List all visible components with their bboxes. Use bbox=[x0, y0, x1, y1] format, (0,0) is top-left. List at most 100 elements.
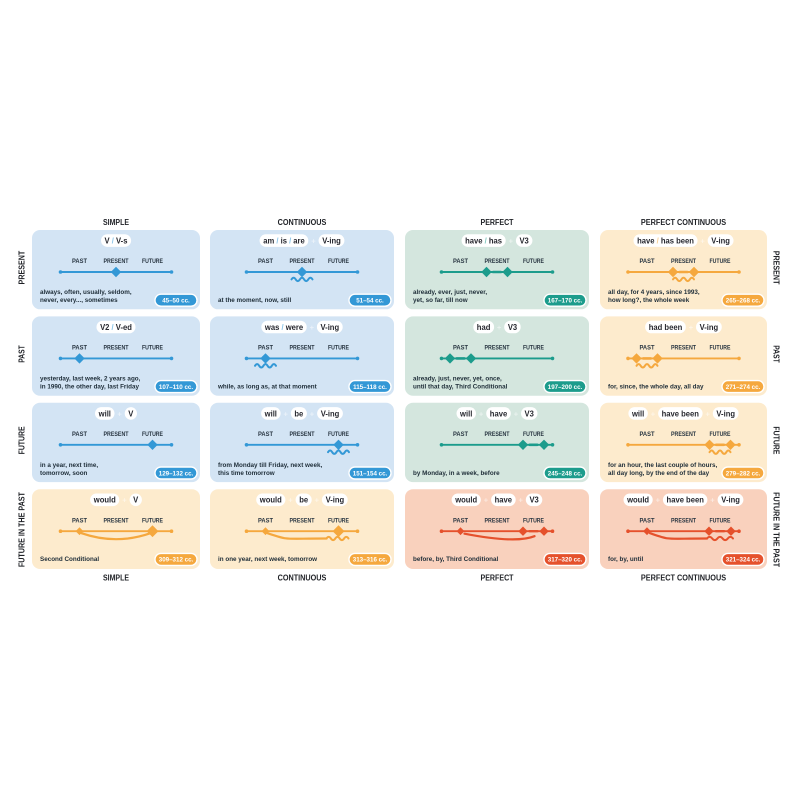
svg-text:115–118 cc.: 115–118 cc. bbox=[353, 384, 387, 391]
svg-text:Second Conditional: Second Conditional bbox=[40, 556, 99, 563]
svg-text:at the moment, now, still: at the moment, now, still bbox=[218, 297, 292, 304]
svg-text:PRESENT: PRESENT bbox=[485, 517, 510, 524]
svg-text:would: would bbox=[93, 496, 116, 505]
svg-text:V-ing: V-ing bbox=[321, 409, 340, 418]
svg-text:PRESENT: PRESENT bbox=[671, 345, 696, 352]
svg-text:will: will bbox=[264, 409, 277, 418]
svg-text:+: + bbox=[310, 409, 315, 418]
svg-text:PAST: PAST bbox=[453, 431, 468, 438]
svg-text:PRESENT: PRESENT bbox=[104, 345, 129, 352]
svg-text:V3: V3 bbox=[525, 409, 535, 418]
svg-text:279–282 cc.: 279–282 cc. bbox=[726, 470, 761, 477]
svg-text:FUTURE: FUTURE bbox=[710, 258, 732, 265]
svg-text:have been: have been bbox=[662, 409, 699, 418]
svg-text:had been: had been bbox=[649, 323, 683, 332]
svg-text:have: have bbox=[490, 409, 508, 418]
svg-text:PRESENT: PRESENT bbox=[485, 431, 510, 438]
svg-text:be: be bbox=[294, 409, 303, 418]
svg-text:FUTURE: FUTURE bbox=[523, 345, 545, 352]
svg-text:+: + bbox=[479, 409, 484, 418]
svg-text:PRESENT: PRESENT bbox=[290, 258, 315, 265]
svg-text:FUTURE: FUTURE bbox=[142, 258, 164, 265]
svg-text:+: + bbox=[656, 496, 661, 505]
svg-text:would: would bbox=[626, 496, 649, 505]
svg-text:SIMPLE: SIMPLE bbox=[103, 218, 130, 227]
svg-text:had: had bbox=[477, 323, 491, 332]
svg-text:+: + bbox=[700, 237, 705, 246]
svg-text:FUTURE IN THE PAST: FUTURE IN THE PAST bbox=[771, 492, 780, 567]
svg-text:309–312 cc.: 309–312 cc. bbox=[159, 557, 194, 564]
svg-text:FUTURE: FUTURE bbox=[328, 431, 350, 438]
svg-text:+: + bbox=[117, 409, 122, 418]
svg-text:313–316 cc.: 313–316 cc. bbox=[353, 557, 388, 564]
svg-text:FUTURE: FUTURE bbox=[523, 431, 545, 438]
svg-text:V3: V3 bbox=[529, 496, 539, 505]
svg-text:already, just, never, yet, onc: already, just, never, yet, once, bbox=[413, 375, 502, 382]
svg-text:+: + bbox=[497, 323, 502, 332]
svg-text:FUTURE: FUTURE bbox=[328, 345, 350, 352]
svg-text:+: + bbox=[311, 237, 316, 246]
svg-text:from Monday till Friday, next: from Monday till Friday, next week, bbox=[218, 462, 322, 469]
svg-text:FUTURE: FUTURE bbox=[142, 431, 164, 438]
svg-text:271–274 cc.: 271–274 cc. bbox=[726, 384, 761, 391]
svg-text:PAST: PAST bbox=[771, 345, 780, 363]
svg-text:PAST: PAST bbox=[258, 431, 273, 438]
svg-text:+: + bbox=[122, 496, 127, 505]
svg-text:PRESENT: PRESENT bbox=[290, 345, 315, 352]
svg-text:+: + bbox=[514, 409, 519, 418]
svg-text:+: + bbox=[706, 409, 711, 418]
svg-text:never, every..., sometimes: never, every..., sometimes bbox=[40, 297, 118, 304]
svg-text:PRESENT: PRESENT bbox=[671, 258, 696, 265]
svg-text:107–110 cc.: 107–110 cc. bbox=[159, 384, 193, 391]
svg-text:am / is / are: am / is / are bbox=[263, 237, 305, 246]
svg-text:FUTURE: FUTURE bbox=[710, 517, 732, 524]
svg-text:V-ing: V-ing bbox=[721, 496, 740, 505]
svg-text:+: + bbox=[651, 409, 656, 418]
svg-text:+: + bbox=[310, 323, 315, 332]
svg-text:tomorrow, soon: tomorrow, soon bbox=[40, 470, 88, 477]
svg-text:FUTURE: FUTURE bbox=[328, 517, 350, 524]
svg-text:+: + bbox=[315, 496, 320, 505]
svg-text:PAST: PAST bbox=[72, 345, 87, 352]
svg-text:have / has: have / has bbox=[465, 237, 502, 246]
svg-text:by Monday, in a week, before: by Monday, in a week, before bbox=[413, 470, 500, 477]
svg-text:PAST: PAST bbox=[640, 258, 655, 265]
svg-text:PAST: PAST bbox=[640, 431, 655, 438]
svg-text:PAST: PAST bbox=[72, 431, 87, 438]
svg-text:PAST: PAST bbox=[72, 517, 87, 524]
svg-text:PAST: PAST bbox=[258, 258, 273, 265]
svg-text:how long?, the whole week: how long?, the whole week bbox=[608, 297, 690, 304]
svg-text:PRESENT: PRESENT bbox=[104, 431, 129, 438]
svg-text:all day long, by the end of th: all day long, by the end of the day bbox=[608, 470, 710, 477]
svg-text:PRESENT: PRESENT bbox=[671, 517, 696, 524]
svg-text:PRESENT: PRESENT bbox=[771, 251, 780, 285]
svg-text:51–54 cc.: 51–54 cc. bbox=[356, 298, 384, 305]
svg-text:PAST: PAST bbox=[72, 258, 87, 265]
svg-text:CONTINUOUS: CONTINUOUS bbox=[278, 574, 327, 583]
svg-text:yesterday, last week, 2 years: yesterday, last week, 2 years ago, bbox=[40, 375, 141, 382]
svg-text:PRESENT: PRESENT bbox=[17, 251, 26, 285]
svg-text:+: + bbox=[689, 323, 694, 332]
svg-text:PERFECT CONTINUOUS: PERFECT CONTINUOUS bbox=[641, 574, 727, 583]
svg-text:for an hour, the last couple o: for an hour, the last couple of hours, bbox=[608, 462, 717, 469]
svg-text:245–248 cc.: 245–248 cc. bbox=[548, 470, 583, 477]
svg-text:151–154 cc.: 151–154 cc. bbox=[353, 470, 388, 477]
svg-text:FUTURE: FUTURE bbox=[771, 426, 780, 455]
svg-text:PAST: PAST bbox=[453, 517, 468, 524]
svg-text:265–268 cc.: 265–268 cc. bbox=[726, 298, 761, 305]
svg-text:PAST: PAST bbox=[258, 517, 273, 524]
svg-text:V-ing: V-ing bbox=[700, 323, 719, 332]
svg-text:V-ing: V-ing bbox=[322, 237, 341, 246]
svg-text:while, as long as, at that mom: while, as long as, at that moment bbox=[217, 383, 318, 390]
svg-text:PAST: PAST bbox=[17, 345, 26, 363]
svg-text:FUTURE IN THE PAST: FUTURE IN THE PAST bbox=[17, 492, 26, 567]
svg-text:CONTINUOUS: CONTINUOUS bbox=[278, 218, 327, 227]
svg-text:V3: V3 bbox=[508, 323, 518, 332]
svg-text:321–324 cc.: 321–324 cc. bbox=[726, 557, 761, 564]
svg-text:PRESENT: PRESENT bbox=[290, 517, 315, 524]
svg-text:PRESENT: PRESENT bbox=[671, 431, 696, 438]
svg-text:PERFECT: PERFECT bbox=[481, 218, 514, 227]
svg-text:will: will bbox=[631, 409, 644, 418]
svg-text:+: + bbox=[710, 496, 715, 505]
svg-text:will: will bbox=[98, 409, 111, 418]
